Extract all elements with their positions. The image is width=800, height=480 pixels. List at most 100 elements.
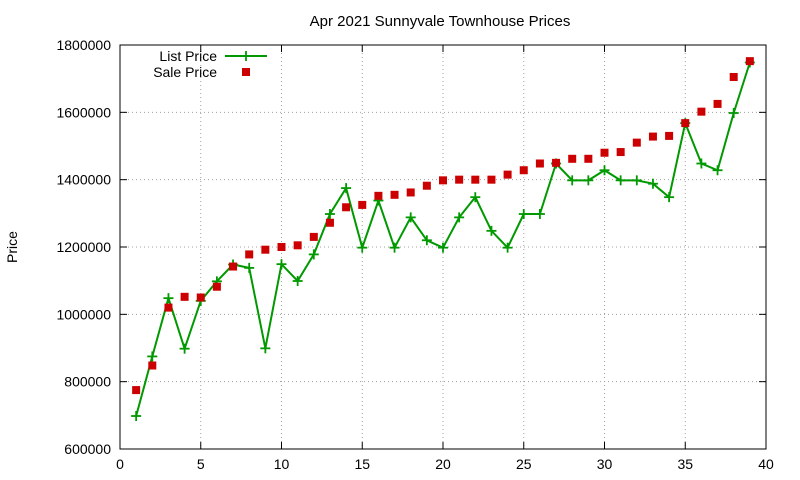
series-line (135, 62, 751, 417)
legend-marker (242, 68, 250, 76)
data-point (422, 181, 431, 190)
data-point (568, 154, 577, 163)
data-point (583, 175, 594, 186)
data-point (696, 158, 707, 169)
data-point (534, 209, 545, 220)
data-point (535, 159, 544, 168)
x-tick-label: 25 (516, 456, 532, 472)
x-tick-label: 35 (677, 456, 693, 472)
series (131, 57, 755, 422)
data-point (179, 343, 190, 354)
data-point (681, 119, 690, 128)
x-tick-label: 30 (597, 456, 613, 472)
series-sale-price (132, 57, 754, 395)
data-point (147, 351, 158, 362)
data-point (390, 190, 399, 199)
data-point (567, 175, 578, 186)
y-tick-label: 1600000 (56, 104, 111, 120)
data-point (180, 292, 189, 301)
data-point (745, 57, 754, 66)
x-tick-label: 0 (116, 456, 124, 472)
legend-marker (241, 51, 251, 61)
data-point (438, 242, 448, 253)
data-point (131, 411, 142, 422)
y-tick-label: 800000 (64, 374, 111, 390)
data-point (729, 72, 738, 81)
data-point (486, 225, 497, 236)
data-point (212, 282, 221, 291)
data-point (518, 209, 529, 220)
data-point (648, 132, 657, 141)
data-point (470, 192, 481, 203)
data-point (163, 293, 174, 304)
data-point (342, 203, 351, 212)
x-tick-label: 40 (758, 456, 774, 472)
data-point (584, 154, 593, 163)
data-point (454, 212, 465, 223)
data-point (405, 212, 416, 223)
legend-label: Sale Price (153, 64, 217, 80)
data-point (148, 361, 157, 370)
series-list-price (131, 57, 755, 422)
grid (120, 45, 766, 449)
data-point (245, 250, 254, 259)
y-tick-label: 1000000 (56, 306, 111, 322)
data-point (519, 166, 528, 175)
legend-label: List Price (159, 48, 217, 64)
data-point (728, 108, 739, 119)
data-point (358, 200, 367, 209)
data-point (324, 209, 335, 220)
data-point (261, 245, 270, 254)
data-point (196, 293, 205, 302)
y-axis-label: Price (4, 231, 20, 263)
data-point (599, 165, 610, 176)
data-point (421, 235, 432, 246)
data-point (229, 262, 238, 271)
data-point (503, 170, 512, 179)
y-tick-label: 1800000 (56, 37, 111, 53)
data-point (164, 303, 173, 312)
data-point (697, 107, 706, 116)
data-point (132, 386, 141, 395)
data-point (502, 242, 513, 253)
data-point (439, 176, 447, 185)
data-point (665, 131, 674, 140)
y-tick-label: 1400000 (56, 172, 111, 188)
data-point (647, 178, 658, 189)
data-point (389, 242, 400, 253)
data-point (664, 192, 675, 203)
data-point (552, 158, 561, 167)
chart-title: Apr 2021 Sunnyvale Townhouse Prices (310, 13, 571, 30)
y-tick-label: 600000 (64, 441, 111, 457)
data-point (293, 241, 302, 250)
x-tick-label: 15 (354, 456, 370, 472)
data-point (325, 218, 334, 227)
x-tick-label: 5 (197, 456, 205, 472)
data-point (276, 259, 287, 270)
y-tick-label: 1200000 (56, 239, 111, 255)
data-point (406, 188, 415, 197)
data-point (600, 148, 609, 157)
data-point (615, 175, 626, 186)
data-point (712, 165, 723, 176)
data-point (277, 243, 286, 251)
data-point (455, 175, 464, 184)
data-point (713, 99, 722, 108)
data-point (616, 148, 625, 157)
x-tick-label: 20 (435, 456, 451, 472)
data-point (260, 343, 271, 354)
x-tick-label: 10 (274, 456, 290, 472)
data-point (487, 175, 496, 184)
data-point (471, 175, 480, 184)
data-point (357, 242, 368, 253)
data-point (374, 191, 383, 200)
data-point (292, 276, 303, 287)
data-point (632, 138, 641, 147)
data-point (631, 175, 642, 186)
axes: 0 5 10 15 20 25 30 35 40 600000 800000 1000000 12000… (56, 37, 774, 472)
data-point (309, 232, 318, 241)
data-point (341, 183, 352, 194)
data-point (244, 262, 255, 273)
